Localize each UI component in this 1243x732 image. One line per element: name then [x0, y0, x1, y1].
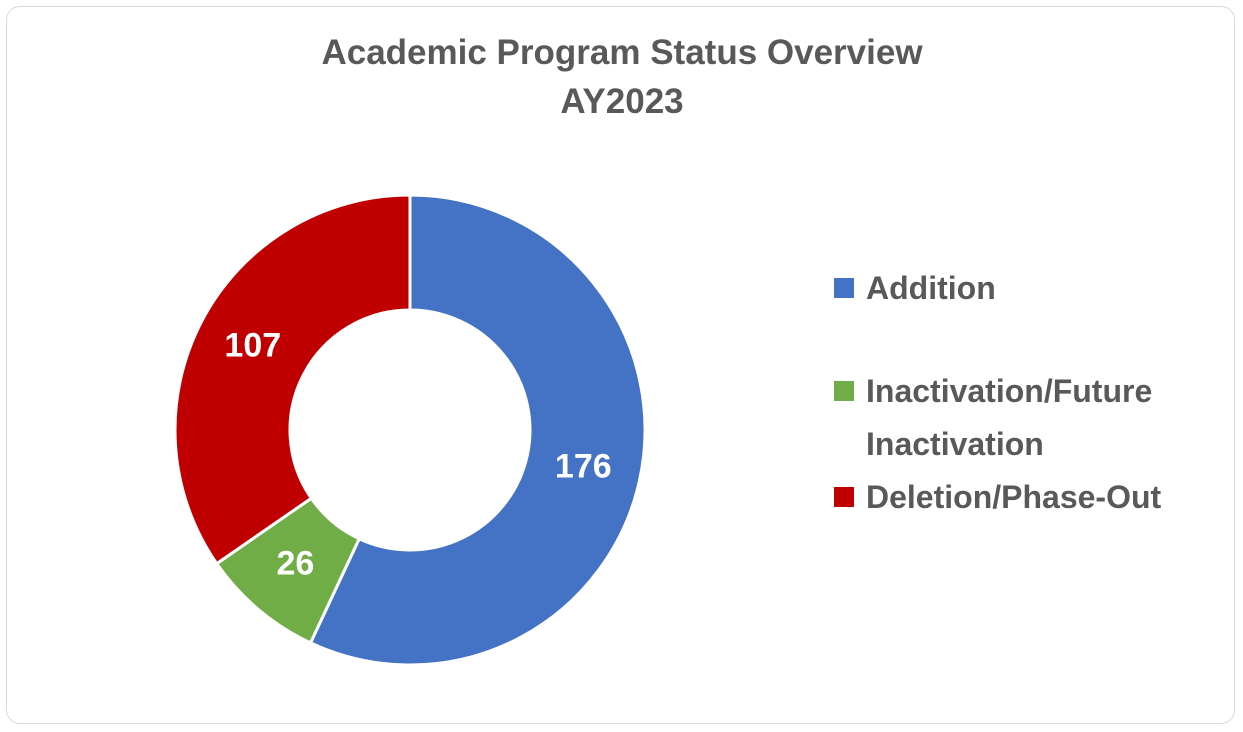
data-label: 107 [224, 327, 281, 365]
legend-label: Addition [866, 270, 996, 306]
legend-swatch [834, 278, 854, 298]
legend: Addition Inactivation/Future Inactivation… [834, 262, 1234, 524]
legend-label: Deletion/Phase-Out [866, 479, 1162, 515]
legend-item: Inactivation/Future Inactivation [834, 365, 1234, 471]
donut-slice [173, 193, 412, 566]
legend-item: Deletion/Phase-Out [834, 471, 1234, 524]
legend-swatch [834, 487, 854, 507]
data-label: 26 [277, 545, 315, 583]
donut-slice [308, 193, 647, 667]
data-label: 176 [555, 447, 612, 485]
legend-item: Addition [834, 262, 1234, 315]
legend-swatch [834, 381, 854, 401]
chart-title: Academic Program Status Overview [321, 33, 923, 72]
chart-title: AY2023 [560, 82, 683, 121]
chart-card [6, 6, 1235, 724]
legend-label: Inactivation/Future Inactivation [866, 373, 1153, 462]
